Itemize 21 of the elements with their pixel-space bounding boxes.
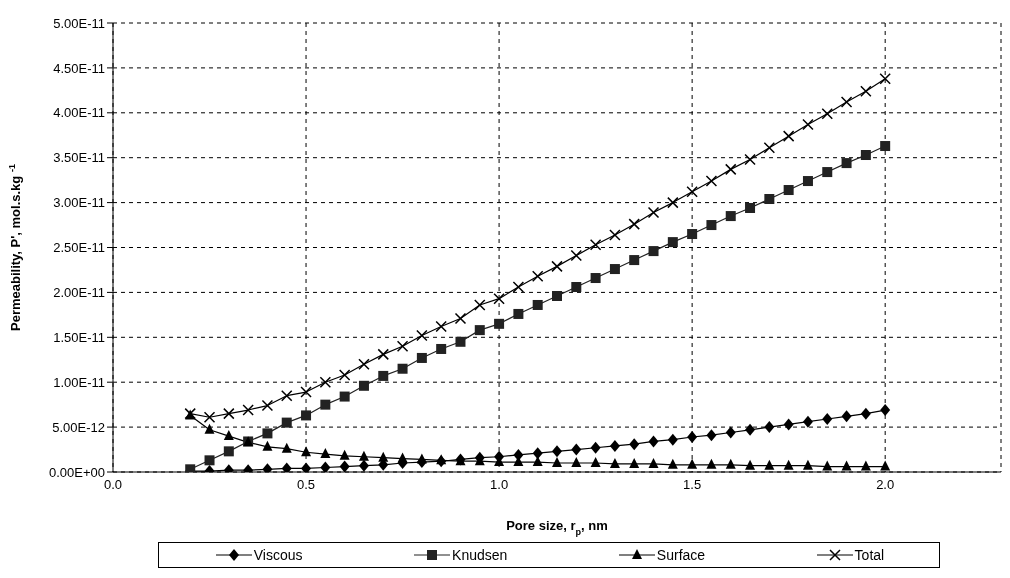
x-tick-label: 0.5: [297, 477, 316, 493]
x-tick-label: 2.0: [876, 477, 895, 493]
legend-label: Knudsen: [452, 547, 508, 563]
y-tick-label: 5.00E-11: [53, 15, 105, 31]
y-tick-label: 0.00E+00: [48, 464, 105, 480]
x-tick-label: 1.0: [490, 477, 509, 493]
y-tick-label: 3.00E-11: [53, 195, 105, 211]
legend-label: Viscous: [253, 547, 303, 563]
y-tick-label: 5.00E-12: [52, 419, 105, 435]
y-tick-label: 4.50E-11: [53, 60, 105, 76]
x-tick-label: 0.0: [103, 477, 123, 493]
y-tick-label: 1.50E-11: [53, 329, 105, 345]
x-tick-label: 1.5: [683, 477, 702, 493]
y-tick-label: 2.00E-11: [53, 285, 105, 301]
y-tick-label: 4.00E-11: [53, 105, 105, 121]
y-tick-label: 3.50E-11: [53, 150, 105, 166]
y-tick-label: 1.00E-11: [53, 374, 105, 390]
x-axis-title: Pore size, r$_{p}$, nm: [506, 518, 608, 537]
y-tick-label: 2.50E-11: [53, 240, 105, 256]
legend-label: Surface: [656, 547, 706, 563]
legend-label: Total: [854, 547, 885, 563]
